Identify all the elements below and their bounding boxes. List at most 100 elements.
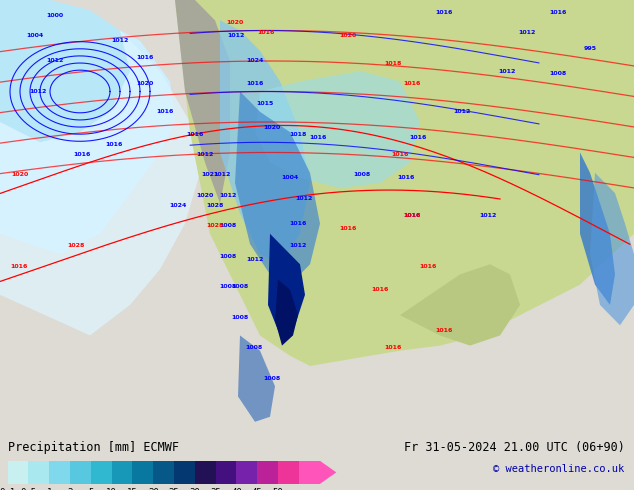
Text: 25: 25 [169, 488, 179, 490]
Text: Fr 31-05-2024 21.00 UTC (06+90): Fr 31-05-2024 21.00 UTC (06+90) [404, 441, 624, 454]
Text: 1012: 1012 [29, 89, 47, 94]
Text: 1008: 1008 [263, 376, 281, 381]
Text: 1004: 1004 [281, 175, 299, 180]
Polygon shape [590, 173, 634, 325]
Text: 1012: 1012 [289, 244, 307, 248]
Text: 1016: 1016 [136, 55, 153, 60]
Text: 1028: 1028 [206, 223, 224, 228]
Text: 1016: 1016 [257, 30, 275, 35]
Bar [278, 461, 299, 484]
Text: 2: 2 [67, 488, 73, 490]
Text: 1016: 1016 [339, 226, 357, 231]
Text: 0.1: 0.1 [0, 488, 16, 490]
Bar [112, 461, 133, 484]
Bar [29, 461, 49, 484]
Bar [133, 461, 153, 484]
Text: 1012: 1012 [519, 30, 536, 35]
Text: 1: 1 [46, 488, 52, 490]
Text: 1016: 1016 [436, 328, 453, 333]
Polygon shape [255, 71, 420, 188]
Text: 1016: 1016 [403, 213, 421, 218]
Text: 15: 15 [127, 488, 138, 490]
Text: 1016: 1016 [309, 135, 327, 140]
Text: 1000: 1000 [46, 13, 63, 18]
FancyArrow shape [320, 461, 336, 484]
Text: 1008: 1008 [245, 345, 262, 350]
Text: 45: 45 [252, 488, 262, 490]
Text: 1016: 1016 [403, 213, 421, 218]
Text: 1012: 1012 [219, 193, 236, 197]
Polygon shape [220, 20, 310, 264]
Text: 10: 10 [107, 488, 117, 490]
Text: 1016: 1016 [384, 345, 402, 350]
Polygon shape [0, 0, 200, 336]
Text: 1016: 1016 [157, 109, 174, 114]
Text: 1008: 1008 [219, 254, 236, 259]
Text: 1016: 1016 [74, 152, 91, 157]
Text: 1012: 1012 [479, 213, 496, 218]
Text: 1012: 1012 [228, 33, 245, 38]
Polygon shape [175, 0, 634, 122]
Text: 1016: 1016 [403, 81, 421, 86]
Bar [195, 461, 216, 484]
Text: 20: 20 [148, 488, 158, 490]
Bar [299, 461, 320, 484]
Bar [49, 461, 70, 484]
Text: 35: 35 [210, 488, 221, 490]
Text: © weatheronline.co.uk: © weatheronline.co.uk [493, 464, 624, 473]
Text: 1008: 1008 [219, 223, 236, 228]
Bar [70, 461, 91, 484]
Polygon shape [238, 336, 275, 422]
Polygon shape [0, 0, 175, 254]
Text: 1016: 1016 [419, 264, 437, 269]
Text: 1016: 1016 [436, 10, 453, 15]
Text: 1028: 1028 [206, 203, 224, 208]
Polygon shape [175, 0, 230, 203]
Bar [91, 461, 112, 484]
Text: 1008: 1008 [353, 172, 371, 177]
Bar [174, 461, 195, 484]
Bar [257, 461, 278, 484]
Text: 1008: 1008 [231, 284, 249, 289]
Text: 1020: 1020 [11, 172, 29, 177]
Bar [216, 461, 236, 484]
Text: 1016: 1016 [398, 175, 415, 180]
Text: 1012: 1012 [498, 69, 515, 74]
Text: 1020: 1020 [136, 81, 153, 86]
Text: Precipitation [mm] ECMWF: Precipitation [mm] ECMWF [8, 441, 179, 454]
Polygon shape [400, 264, 520, 345]
Text: 995: 995 [583, 46, 597, 51]
Text: 1004: 1004 [27, 33, 44, 38]
Text: 1020: 1020 [339, 33, 356, 38]
Text: 40: 40 [231, 488, 242, 490]
Text: 1016: 1016 [186, 132, 204, 137]
Text: 1012: 1012 [213, 172, 231, 177]
Text: 1008: 1008 [231, 315, 249, 319]
Text: 1021: 1021 [202, 172, 219, 177]
Text: 1024: 1024 [247, 58, 264, 64]
Polygon shape [268, 234, 305, 336]
Text: 1008: 1008 [219, 284, 236, 289]
Text: 1012: 1012 [46, 58, 63, 64]
Text: 1008: 1008 [550, 71, 567, 75]
Polygon shape [175, 0, 634, 366]
Text: 1020: 1020 [197, 193, 214, 197]
Text: 1016: 1016 [105, 142, 123, 147]
Text: 1018: 1018 [384, 61, 402, 66]
Text: 1016: 1016 [10, 264, 28, 269]
Text: 1012: 1012 [295, 196, 313, 201]
Text: 1016: 1016 [372, 287, 389, 292]
Bar [8, 461, 29, 484]
Text: 1024: 1024 [169, 203, 186, 208]
Text: 1012: 1012 [453, 109, 470, 114]
Text: 1012: 1012 [247, 257, 264, 262]
Polygon shape [275, 279, 298, 345]
Text: 1016: 1016 [410, 135, 427, 140]
Text: 30: 30 [190, 488, 200, 490]
Polygon shape [235, 92, 320, 285]
Polygon shape [0, 0, 130, 142]
Text: 1016: 1016 [289, 221, 307, 226]
Text: 5: 5 [88, 488, 93, 490]
Text: 1016: 1016 [391, 152, 409, 157]
Bar [153, 461, 174, 484]
